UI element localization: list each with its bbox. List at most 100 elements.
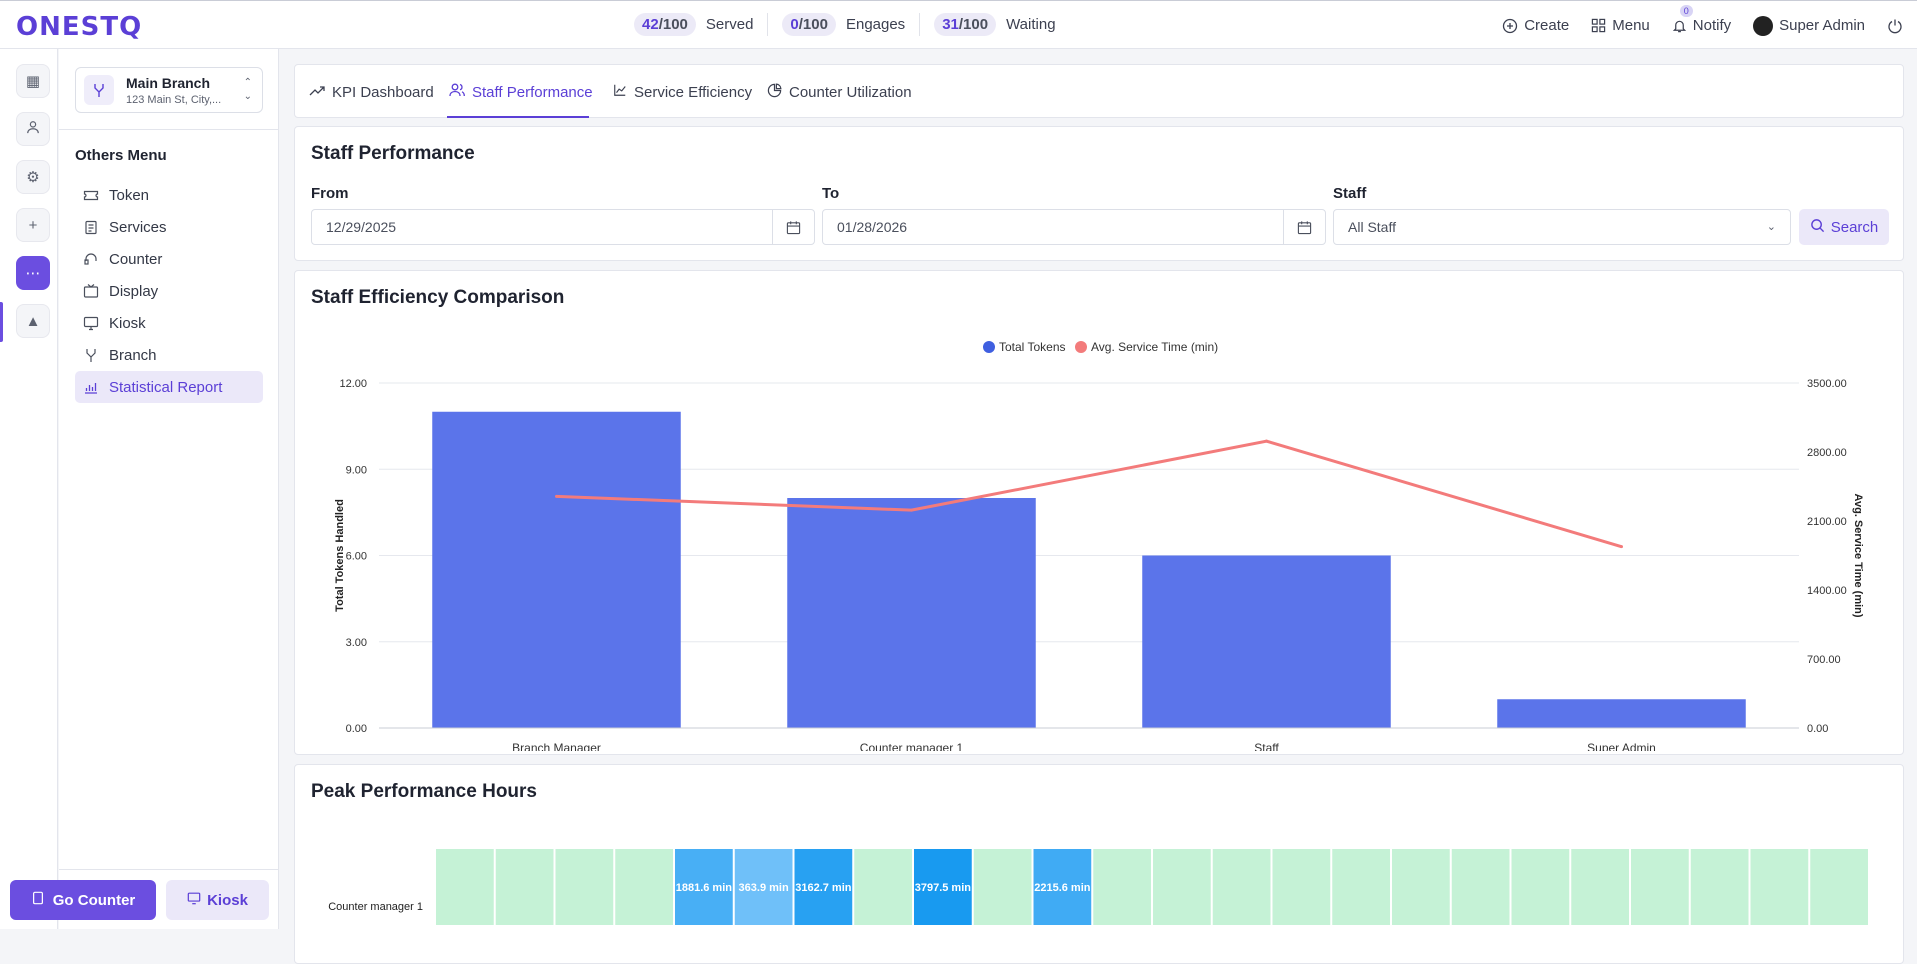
users-icon xyxy=(449,83,465,101)
line-point xyxy=(1620,545,1623,549)
heatmap-cell xyxy=(1332,849,1390,925)
line-point xyxy=(1265,439,1268,443)
stat-total: /100 xyxy=(658,16,688,33)
calendar-icon[interactable] xyxy=(772,210,814,244)
tab-label: Service Efficiency xyxy=(634,83,753,101)
menu-button[interactable]: Menu xyxy=(1591,17,1650,34)
settings-rail-button[interactable]: ⚙ xyxy=(16,160,50,194)
legend-label: Avg. Service Time (min) xyxy=(1091,340,1218,354)
line-chart-icon xyxy=(613,83,627,101)
tab-service-efficiency[interactable]: Service Efficiency xyxy=(613,65,752,119)
user-icon xyxy=(26,120,40,138)
tab-label: KPI Dashboard xyxy=(332,83,434,101)
kiosk-button[interactable]: Kiosk xyxy=(166,880,269,920)
line-point xyxy=(910,508,913,512)
tab-staff-performance[interactable]: Staff Performance xyxy=(449,65,593,119)
line-point xyxy=(555,494,558,498)
bar xyxy=(1497,699,1746,728)
dashboard-icon: ▦ xyxy=(25,73,41,90)
notify-badge: 0 xyxy=(1679,5,1693,17)
series-line-avg-service-time xyxy=(556,439,1622,549)
add-rail-button[interactable]: + xyxy=(16,208,50,242)
sidebar-item-token[interactable]: Token xyxy=(75,179,263,211)
x-tick-label: Staff xyxy=(1254,741,1279,751)
branch-address: 123 Main St, City,... xyxy=(126,94,222,106)
branch-selector[interactable]: Main Branch 123 Main St, City,... ⌃ ⌄ xyxy=(75,67,263,113)
heatmap-cell xyxy=(615,849,673,925)
heatmap-cell xyxy=(1511,849,1570,925)
sidebar-item-statistical-report[interactable]: Statistical Report xyxy=(75,371,263,403)
y-tick-label: 0.00 xyxy=(346,723,367,735)
heatmap-cell xyxy=(436,849,494,925)
y-right-tick-label: 3500.00 xyxy=(1807,378,1847,390)
from-date-input[interactable]: 12/29/2025 xyxy=(311,209,815,245)
stats-bar: 42/100 Served 0/100 Engages 31/100 Waiti… xyxy=(620,13,1070,36)
dashboard-rail-button[interactable]: ▦ xyxy=(16,64,50,98)
branch-icon xyxy=(84,75,114,105)
stat-value: 0 xyxy=(790,16,799,33)
report-tabs: KPI Dashboard Staff Performance Service … xyxy=(294,64,1904,118)
menu-title: Others Menu xyxy=(75,147,167,164)
go-counter-button[interactable]: Go Counter xyxy=(10,880,156,920)
tab-counter-utilization[interactable]: Counter Utilization xyxy=(767,65,912,119)
heatmap-cell-label: 363.9 min xyxy=(739,882,789,894)
sidebar-item-counter[interactable]: Counter xyxy=(75,243,263,275)
sidebar-item-label: Branch xyxy=(109,346,157,364)
menu-label: Menu xyxy=(1612,17,1650,34)
sidebar-item-services[interactable]: Services xyxy=(75,211,263,243)
notify-button[interactable]: 0 Notify xyxy=(1672,5,1732,34)
ticket-icon xyxy=(83,190,99,201)
grid-icon xyxy=(1591,18,1606,33)
sidebar-item-display[interactable]: Display xyxy=(75,275,263,307)
notify-label: Notify xyxy=(1692,17,1732,34)
x-tick-label: Counter manager 1 xyxy=(860,741,964,751)
more-rail-button[interactable]: ⋯ xyxy=(16,256,50,290)
power-icon[interactable] xyxy=(1887,18,1903,34)
create-button[interactable]: Create xyxy=(1502,17,1569,34)
y-tick-label: 3.00 xyxy=(346,637,367,649)
tab-kpi-dashboard[interactable]: KPI Dashboard xyxy=(309,65,434,119)
clean-rail-button[interactable]: ▲ xyxy=(16,304,50,338)
stat-label: Engages xyxy=(845,16,906,33)
sidebar-item-label: Display xyxy=(109,282,159,300)
calendar-icon[interactable] xyxy=(1283,210,1325,244)
user-name: Super Admin xyxy=(1779,17,1865,34)
sidebar-item-branch[interactable]: Branch xyxy=(75,339,263,371)
card-title: Staff Performance xyxy=(311,143,475,164)
x-tick-label: Super Admin xyxy=(1587,741,1656,751)
heatmap-cell-label: 3797.5 min xyxy=(915,882,972,894)
user-menu[interactable]: Super Admin xyxy=(1753,15,1865,36)
heatmap-cell xyxy=(1451,849,1510,925)
heatmap-cell xyxy=(1690,849,1749,925)
sidebar-item-label: Token xyxy=(109,186,150,204)
ellipsis-icon: ⋯ xyxy=(25,265,41,282)
others-menu: Token Services Counter Display Kiosk Bra… xyxy=(75,179,263,403)
tv-icon xyxy=(83,284,99,298)
broom-icon: ▲ xyxy=(25,312,41,330)
search-button[interactable]: Search xyxy=(1799,209,1889,245)
trend-icon xyxy=(309,84,325,101)
clipboard-icon xyxy=(85,220,97,235)
heatmap-cell xyxy=(1750,849,1809,925)
heatmap-cell xyxy=(495,849,554,925)
app-logo[interactable]: ONESTQ xyxy=(16,12,143,42)
staff-select[interactable]: All Staff ⌄ xyxy=(1333,209,1791,245)
to-date-input[interactable]: 01/28/2026 xyxy=(822,209,1326,245)
heatmap-cell xyxy=(734,849,793,925)
heatmap-cell xyxy=(1571,849,1629,925)
heatmap-cell xyxy=(675,849,733,925)
icon-rail: ▦ ⚙ + ⋯ ▲ xyxy=(0,49,58,929)
stat-engages: 0/100 Engages xyxy=(768,13,921,36)
go-counter-label: Go Counter xyxy=(52,891,136,909)
heatmap-cell-label: 2215.6 min xyxy=(1034,882,1091,894)
heatmap-cell-label: 1881.6 min xyxy=(676,882,733,894)
sidebar-item-label: Statistical Report xyxy=(109,378,223,396)
header-actions: Create Menu 0 Notify Super Admin xyxy=(1502,1,1917,50)
y-axis-label: Total Tokens Handled xyxy=(334,499,346,612)
tab-label: Staff Performance xyxy=(472,83,593,101)
stat-value: 31 xyxy=(942,16,959,33)
divider xyxy=(59,129,279,130)
sidebar-item-kiosk[interactable]: Kiosk xyxy=(75,307,263,339)
chevron-down-icon: ⌄ xyxy=(1766,221,1776,233)
user-rail-button[interactable] xyxy=(16,112,50,146)
